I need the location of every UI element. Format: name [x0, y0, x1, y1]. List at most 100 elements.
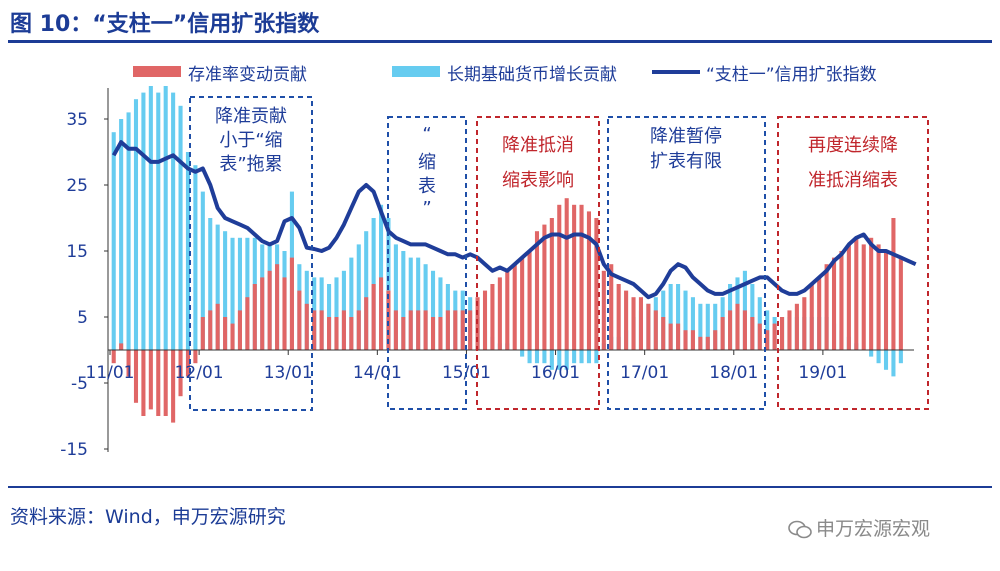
rrr-bar — [379, 277, 384, 350]
rrr-bar — [883, 251, 889, 350]
rrr-bar — [876, 244, 881, 350]
rrr-bar — [512, 264, 517, 350]
base-money-bar — [527, 350, 532, 364]
rrr-bar — [119, 343, 124, 350]
rrr-bar — [690, 330, 695, 350]
rrr-bar — [854, 237, 859, 350]
legend-swatch-base-money — [392, 66, 440, 77]
rrr-bar — [245, 297, 250, 350]
y-tick-label: -5 — [71, 374, 88, 394]
base-money-bar — [245, 237, 250, 350]
rrr-bar — [772, 323, 777, 350]
rrr-bar — [349, 317, 354, 350]
base-money-bar — [586, 350, 592, 364]
base-money-bar — [676, 284, 681, 350]
x-ticks: 11/01 12/01 13/01 14/01 15/01 16/01 17/01 18/01… — [86, 350, 847, 383]
wechat-icon — [788, 520, 812, 538]
rrr-bar — [423, 310, 428, 350]
rrr-bar — [148, 350, 153, 410]
rrr-bar — [393, 310, 398, 350]
rrr-bar — [609, 264, 614, 350]
annotation-5: 再度连续降 准抵消缩表 — [777, 116, 929, 410]
rrr-bar — [564, 198, 569, 350]
rrr-bar — [401, 317, 406, 350]
rrr-bar — [616, 284, 621, 350]
rrr-bar — [728, 310, 733, 350]
base-money-bar — [668, 284, 673, 350]
annotation-1-line2: 小于“缩 — [219, 130, 282, 151]
annotation-3: 降准抵消 缩表影响 — [476, 116, 600, 410]
rrr-bar — [794, 303, 799, 350]
rrr-bar — [111, 350, 116, 364]
rrr-bar — [267, 270, 272, 350]
base-money-bar — [430, 270, 436, 350]
rrr-bar — [341, 310, 346, 350]
rrr-bar — [624, 290, 629, 350]
base-money-bar — [438, 277, 443, 350]
rrr-bar — [542, 224, 547, 350]
base-money-bar — [237, 237, 242, 350]
watermark-text: 申万宏源宏观 — [816, 518, 931, 540]
rrr-bar — [126, 350, 131, 377]
base-money-bar — [572, 350, 577, 364]
svg-text:缩: 缩 — [418, 152, 436, 173]
base-money-bar — [148, 86, 153, 350]
svg-text:降准暂停: 降准暂停 — [650, 126, 722, 147]
rrr-bar — [520, 257, 525, 350]
base-money-bar — [713, 303, 718, 350]
base-money-bar — [891, 350, 896, 377]
rrr-bar — [356, 310, 361, 350]
rrr-bar — [408, 310, 413, 350]
rrr-bar — [304, 303, 309, 350]
rrr-bar — [460, 310, 465, 350]
svg-text:表”拖累: 表”拖累 — [219, 154, 282, 175]
rrr-bar — [208, 310, 213, 350]
base-money-bar — [141, 92, 146, 350]
rrr-bar — [572, 204, 577, 350]
rrr-bar — [780, 317, 785, 350]
base-money-bar — [386, 218, 391, 350]
x-tick-label: 19/01 — [798, 363, 847, 383]
svg-text:准抵消缩表: 准抵消缩表 — [808, 170, 898, 191]
annotation-1-line3: 表”拖累 — [219, 154, 282, 175]
rrr-bar — [230, 323, 235, 350]
base-money-bar — [683, 290, 688, 350]
legend: 存准率变动贡献 长期基础货币增长贡献 “支柱一”信用扩张指数 — [133, 65, 877, 85]
rrr-bar — [297, 290, 302, 350]
base-money-bar — [156, 92, 161, 350]
base-money-bar — [349, 257, 354, 350]
base-money-bar — [898, 350, 903, 364]
rrr-bar — [430, 317, 436, 350]
rrr-bar — [200, 317, 205, 350]
rrr-bar — [319, 310, 324, 350]
rrr-bar — [327, 317, 332, 350]
rrr-bar — [438, 317, 443, 350]
rrr-bar — [891, 218, 896, 350]
rrr-bar — [809, 284, 814, 350]
rrr-bar — [275, 264, 280, 350]
base-money-bar — [557, 350, 562, 370]
rrr-bar — [223, 317, 228, 350]
rrr-bar — [601, 270, 606, 350]
base-money-bar — [705, 303, 710, 350]
rrr-bar — [861, 244, 866, 350]
y-tick-label: 35 — [66, 110, 88, 130]
rrr-bar — [802, 297, 807, 350]
title-rule — [8, 40, 992, 43]
rrr-bar — [831, 257, 837, 350]
rrr-bar — [735, 303, 740, 350]
base-money-bar — [178, 105, 183, 350]
watermark: 申万宏源宏观 — [788, 514, 930, 541]
rrr-bar — [646, 303, 651, 350]
rrr-bar — [579, 204, 584, 350]
rrr-bar — [215, 303, 220, 350]
rrr-bar — [631, 297, 636, 350]
base-money-bar — [334, 277, 339, 350]
rrr-bar — [468, 310, 473, 350]
base-money-bar — [869, 350, 874, 357]
base-money-bar — [520, 350, 525, 357]
rrr-bar — [898, 257, 903, 350]
x-tick-label: 14/01 — [353, 363, 402, 383]
svg-text:小于“缩: 小于“缩 — [219, 130, 282, 151]
legend-label-rrr: 存准率变动贡献 — [188, 65, 307, 85]
